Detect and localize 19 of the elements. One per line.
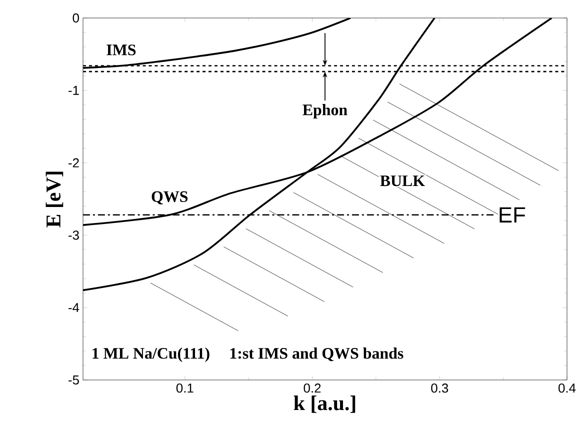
annotation: 1:st IMS and QWS bands	[230, 348, 404, 362]
annotation: 1 ML Na/Cu(111)	[92, 348, 210, 362]
y-axis-title: E [eV]	[46, 172, 64, 228]
series-label: IMS	[106, 44, 136, 56]
x-tick-label: 0.3	[431, 384, 448, 393]
ref-line-label: EF	[500, 207, 526, 222]
y-tick-label: -4	[68, 303, 80, 312]
y-tick-label: -3	[68, 230, 79, 240]
annotation: Ephon	[302, 104, 348, 118]
x-tick-label: 0.2	[304, 384, 321, 393]
series-label: QWS	[152, 191, 188, 204]
x-axis-title: k [a.u.]	[294, 396, 356, 413]
x-tick-label: 0.1	[176, 384, 194, 393]
y-tick-label: -1	[68, 86, 79, 95]
y-tick-label: 0	[72, 13, 79, 23]
annotation: BULK	[380, 176, 425, 186]
x-tick-label: 0.4	[558, 384, 576, 393]
y-tick-label: -2	[68, 158, 79, 168]
y-tick-label: -5	[68, 375, 79, 384]
